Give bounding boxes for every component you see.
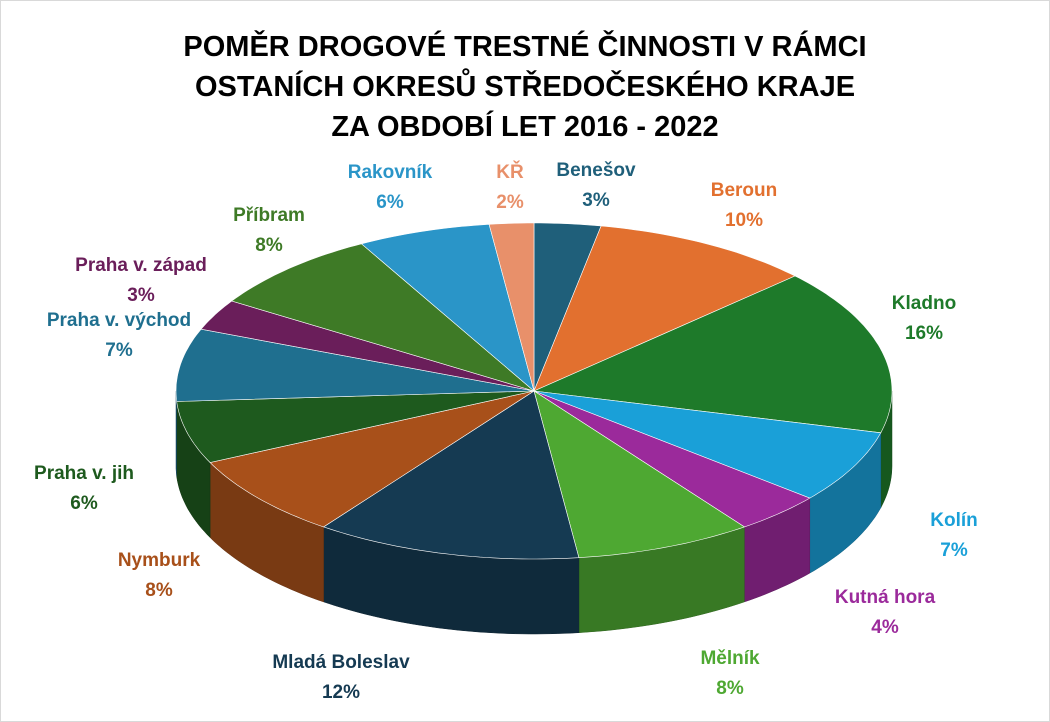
data-label-value: 2% [496, 192, 524, 213]
data-label-value: 7% [940, 540, 968, 561]
slice [176, 390, 535, 463]
slice [533, 390, 811, 528]
slice [360, 223, 535, 392]
data-label-value: 8% [145, 580, 173, 601]
data-label-value: 8% [255, 235, 283, 256]
chart-title: POMĚR DROGOVÉ TRESTNÉ ČINNOSTI V RÁMCI O… [183, 31, 867, 143]
data-label-name: Kolín [930, 510, 978, 531]
data-label-value: 4% [871, 617, 899, 638]
data-label-name: Příbram [233, 205, 305, 226]
data-label-value: 3% [127, 285, 155, 306]
data-label-value: 10% [725, 210, 763, 231]
data-label-value: 6% [70, 493, 98, 514]
slice [532, 275, 893, 434]
data-label-name: Beroun [711, 180, 778, 201]
slice [209, 390, 535, 528]
data-label-value: 7% [105, 340, 133, 361]
slice [200, 300, 535, 392]
data-label-name: Rakovník [348, 162, 433, 183]
data-label-name: Mělník [700, 648, 760, 669]
data-label-name: Praha v. východ [47, 310, 191, 331]
data-label-value: 3% [582, 190, 610, 211]
slice [533, 225, 796, 392]
slice [175, 328, 535, 402]
slice-side [175, 391, 177, 477]
data-label-name: Kutná hora [835, 587, 936, 608]
slice [533, 390, 882, 499]
slice [488, 222, 535, 392]
data-label-name: Kladno [892, 293, 956, 314]
data-label-name: Nymburk [118, 550, 201, 571]
slice [322, 390, 580, 560]
data-label-name: Mladá Boleslav [272, 652, 410, 673]
data-label-name: Praha v. západ [75, 255, 207, 276]
data-label-name: Benešov [556, 160, 636, 181]
data-label-value: 12% [322, 682, 360, 703]
data-label-name: KŘ [496, 161, 524, 183]
data-label-value: 6% [376, 192, 404, 213]
data-label-value: 16% [905, 323, 943, 344]
data-label-name: Praha v. jih [34, 463, 134, 484]
slice [533, 390, 746, 559]
data-label-value: 8% [716, 678, 744, 699]
slice [231, 243, 535, 392]
